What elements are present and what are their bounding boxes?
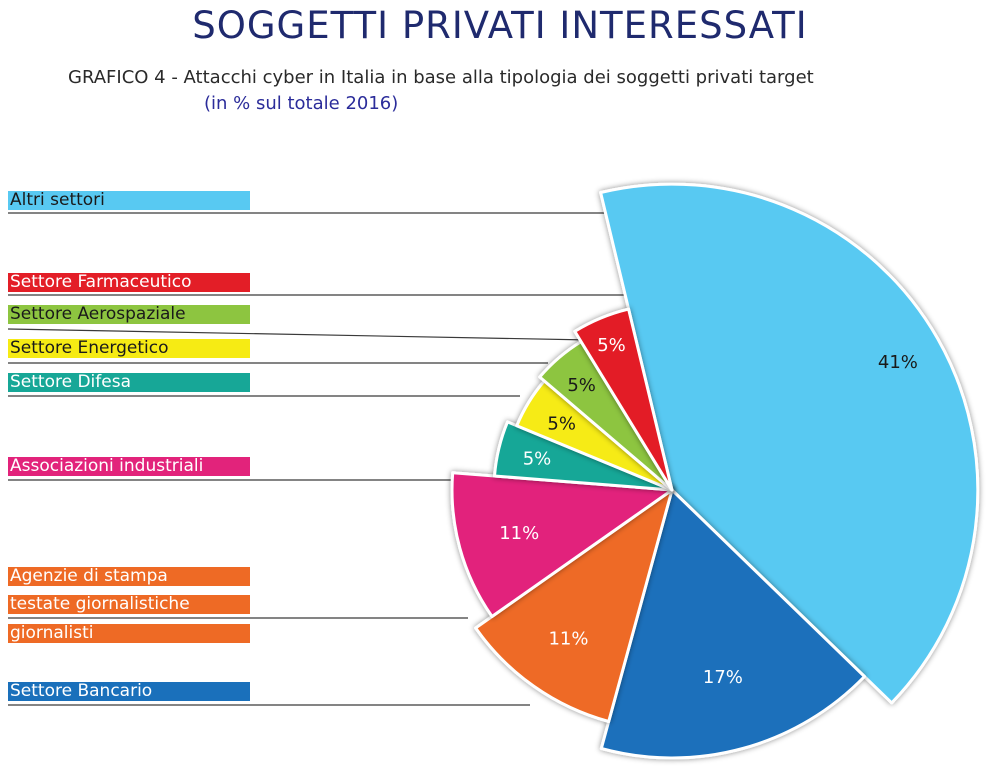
slice-value-label: 5% [597, 335, 626, 356]
legend-label: testate giornalistiche [8, 595, 250, 614]
legend-label: Associazioni industriali [8, 457, 250, 476]
slice-value-label: 5% [547, 413, 576, 434]
legend-label: Settore Difesa [8, 373, 250, 392]
legend-label: Altri settori [8, 191, 250, 210]
pie-slice [599, 182, 980, 705]
chart-subtitle: GRAFICO 4 - Attacchi cyber in Italia in … [68, 67, 814, 88]
slice-value-label: 17% [703, 667, 743, 688]
legend-label: Settore Aerospaziale [8, 305, 250, 324]
slice-value-label: 5% [523, 449, 552, 470]
pie-slice [450, 471, 674, 618]
legend-label: Settore Farmaceutico [8, 273, 250, 292]
leader-line [7, 328, 591, 341]
slice-value-label: 41% [878, 352, 918, 373]
legend-label: Agenzie di stampa [8, 567, 250, 586]
chart-title: SOGGETTI PRIVATI INTERESSATI [192, 4, 808, 47]
legend-label: Settore Energetico [8, 339, 250, 358]
slice-value-label: 5% [567, 375, 596, 396]
leader-line [8, 294, 649, 318]
pie-slice [573, 307, 674, 492]
slice-value-label: 11% [499, 523, 539, 544]
pie-slice [599, 488, 866, 760]
legend-label: Settore Bancario [8, 682, 250, 701]
legend-label: giornalisti [8, 624, 250, 643]
pie-slice [474, 488, 674, 723]
slice-value-label: 11% [548, 628, 588, 649]
chart-subtitle-unit: (in % sul totale 2016) [204, 93, 399, 114]
